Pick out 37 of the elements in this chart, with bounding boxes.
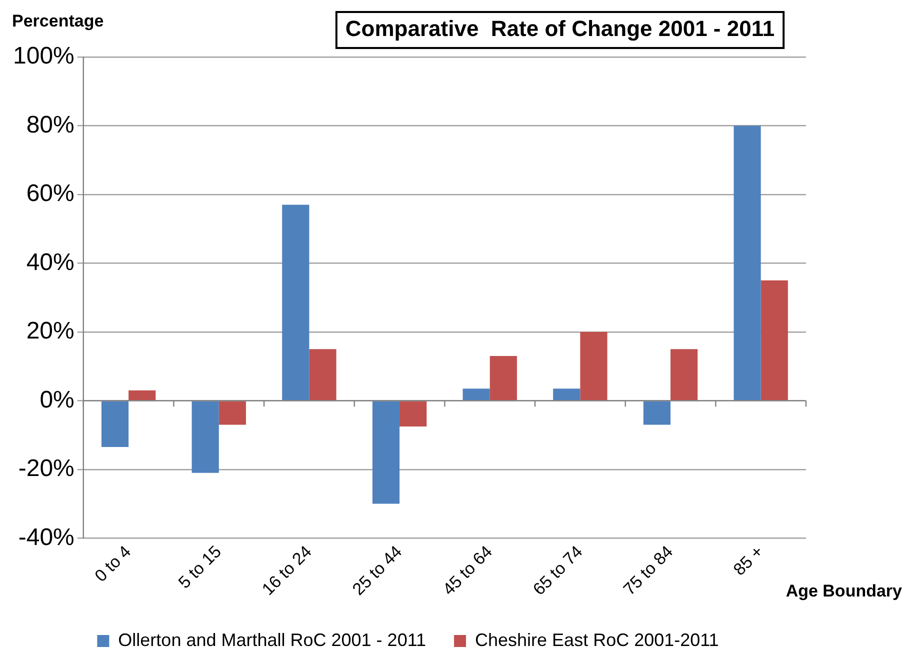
chart-title: Comparative Rate of Change 2001 - 2011 [345,16,775,42]
bar [218,401,246,425]
x-tick-label: 65 to 74 [529,542,586,599]
bar [282,204,310,400]
bar [372,401,400,504]
y-tick-label: 20% [26,318,74,345]
y-tick-label: 100% [12,42,74,70]
bar [760,280,788,400]
bar [580,332,608,400]
bar [643,401,671,425]
x-tick-label: 85 + [730,542,768,580]
bar [192,401,219,473]
y-tick-label: 0% [40,386,74,414]
bar [462,388,490,400]
x-tick-label: 75 to 84 [620,542,677,599]
bar [309,349,336,400]
bar [101,401,129,448]
y-tick-label: 40% [26,248,74,276]
x-tick-label: 16 to 24 [258,542,316,599]
bar [490,356,517,400]
bar [734,126,761,400]
y-axis-title: Percentage [12,12,104,31]
y-tick-label: 60% [26,180,74,208]
x-tick-label: 25 to 44 [348,542,406,599]
bar [400,401,427,426]
bar [128,390,156,400]
x-tick-label: 45 to 64 [439,542,496,599]
legend-label: Ollerton and Marthall RoC 2001 - 2011 [118,630,426,650]
x-axis-title: Age Boundary [786,582,903,601]
x-tick-label: 5 to 15 [174,542,226,592]
bar [553,388,580,400]
x-tick-label: 0 to 4 [91,542,135,586]
y-tick-label: -20% [18,455,74,482]
y-tick-label: -40% [18,524,74,551]
bar [670,349,698,400]
y-tick-label: 80% [26,111,74,138]
legend-label: Cheshire East RoC 2001-2011 [475,630,719,650]
